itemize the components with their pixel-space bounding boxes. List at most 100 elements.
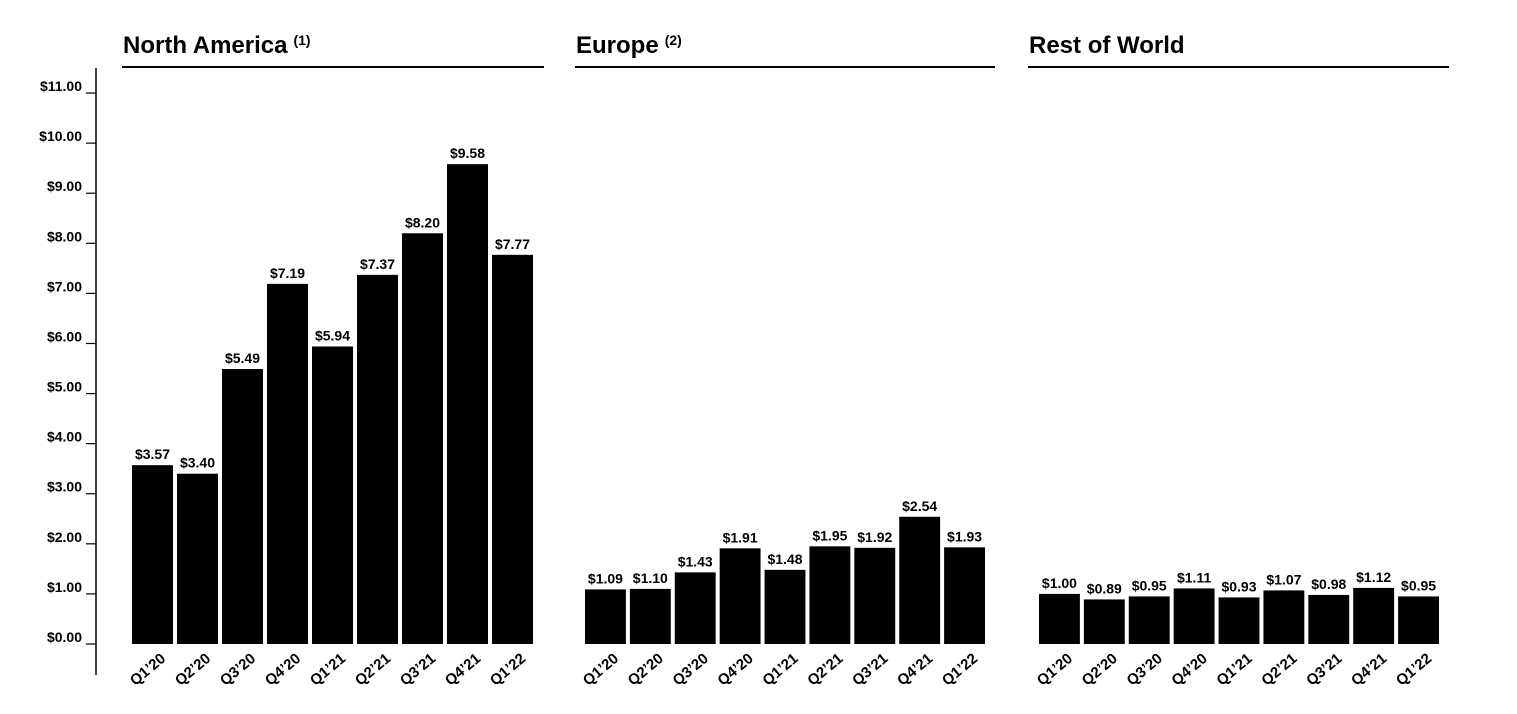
value-label: $7.19 [270, 265, 305, 281]
panel-title-text: Rest of World [1029, 32, 1185, 59]
x-tick-label: Q3’21 [1303, 650, 1345, 689]
panel-title: North America (1) [123, 32, 311, 59]
y-tick-label: $8.00 [47, 228, 82, 244]
x-tick-label: Q1’21 [1213, 650, 1255, 689]
y-tick-label: $2.00 [47, 529, 82, 545]
panel-title-note: (2) [665, 32, 682, 48]
value-label: $5.49 [225, 350, 260, 366]
y-tick-label: $7.00 [47, 278, 82, 294]
value-label: $3.40 [180, 455, 215, 471]
value-label: $1.48 [767, 551, 802, 567]
bar [312, 346, 353, 644]
bar [357, 274, 398, 644]
bar [809, 546, 851, 644]
value-label: $1.07 [1266, 571, 1301, 587]
bar [267, 283, 308, 644]
y-tick-label: $6.00 [47, 328, 82, 344]
value-label: $1.12 [1356, 569, 1391, 585]
bar [944, 547, 985, 644]
bar [764, 569, 806, 644]
value-label: $7.77 [495, 236, 530, 252]
bar [585, 589, 626, 644]
x-tick-label: Q2’21 [804, 650, 846, 689]
y-tick-label: $9.00 [47, 178, 82, 194]
x-tick-label: Q4’20 [1168, 650, 1210, 689]
x-tick-label: Q3’20 [670, 650, 712, 689]
x-tick-label: Q1’21 [759, 650, 801, 689]
x-tick-label: Q3’21 [849, 650, 891, 689]
x-tick-label: Q3’21 [397, 650, 439, 689]
value-label: $1.43 [678, 553, 713, 569]
bar [854, 547, 896, 644]
x-tick-label: Q4’21 [442, 650, 484, 689]
value-label: $2.54 [902, 498, 937, 514]
bar [1128, 596, 1170, 644]
value-label: $8.20 [405, 214, 440, 230]
bar [1083, 599, 1125, 644]
value-label: $0.89 [1087, 580, 1122, 596]
value-label: $0.95 [1401, 577, 1436, 593]
bar [132, 465, 173, 644]
panel-title: Europe (2) [576, 32, 682, 59]
panel-title-note: (1) [293, 32, 310, 48]
y-tick-label: $5.00 [47, 379, 82, 395]
x-tick-label: Q2’21 [352, 650, 394, 689]
bar [1218, 597, 1260, 644]
x-tick-label: Q4’20 [714, 650, 756, 689]
bar [402, 233, 443, 644]
y-tick-label: $3.00 [47, 479, 82, 495]
value-label: $9.58 [450, 145, 485, 161]
y-tick-label: $11.00 [40, 78, 82, 94]
value-label: $5.94 [315, 327, 350, 343]
x-tick-label: Q1’21 [307, 650, 349, 689]
y-tick-label: $0.00 [47, 629, 82, 645]
panel-title: Rest of World [1029, 32, 1185, 59]
bar [899, 516, 941, 644]
bar [1263, 590, 1305, 644]
x-tick-label: Q2’20 [1079, 650, 1121, 689]
value-label: $0.93 [1221, 578, 1256, 594]
bar [447, 164, 488, 644]
bar [222, 369, 263, 644]
x-tick-label: Q3’20 [217, 650, 259, 689]
x-tick-label: Q4’20 [262, 650, 304, 689]
x-tick-label: Q1’20 [1034, 650, 1076, 689]
x-tick-label: Q1’20 [580, 650, 622, 689]
bar [629, 588, 671, 644]
value-label: $1.93 [947, 528, 982, 544]
panel-title-text: North America [123, 32, 288, 59]
bar [1398, 596, 1439, 644]
x-tick-label: Q4’21 [894, 650, 936, 689]
value-label: $7.37 [360, 256, 395, 272]
bar [1039, 593, 1080, 644]
x-tick-label: Q1’22 [487, 650, 529, 689]
bar [1353, 587, 1395, 644]
x-tick-label: Q2’21 [1258, 650, 1300, 689]
bar [492, 254, 533, 644]
bar [1308, 594, 1350, 644]
y-tick-label: $10.00 [39, 128, 82, 144]
panel-title-text: Europe [576, 32, 659, 59]
bar [177, 473, 218, 644]
value-label: $0.95 [1132, 577, 1167, 593]
bar [719, 548, 761, 644]
value-label: $0.98 [1311, 576, 1346, 592]
value-label: $1.92 [857, 529, 892, 545]
value-label: $1.10 [633, 570, 668, 586]
x-tick-label: Q4’21 [1348, 650, 1390, 689]
value-label: $1.00 [1042, 575, 1077, 591]
bar [1173, 588, 1215, 644]
x-tick-label: Q2’20 [172, 650, 214, 689]
y-tick-label: $4.00 [47, 429, 82, 445]
value-label: $3.57 [135, 446, 170, 462]
x-tick-label: Q3’20 [1124, 650, 1166, 689]
value-label: $1.09 [588, 570, 623, 586]
value-label: $1.91 [723, 529, 758, 545]
x-tick-label: Q1’20 [127, 650, 169, 689]
x-tick-label: Q1’22 [939, 650, 981, 689]
bar [674, 572, 716, 644]
y-tick-label: $1.00 [47, 579, 82, 595]
value-label: $1.95 [812, 527, 847, 543]
value-label: $1.11 [1177, 569, 1211, 585]
